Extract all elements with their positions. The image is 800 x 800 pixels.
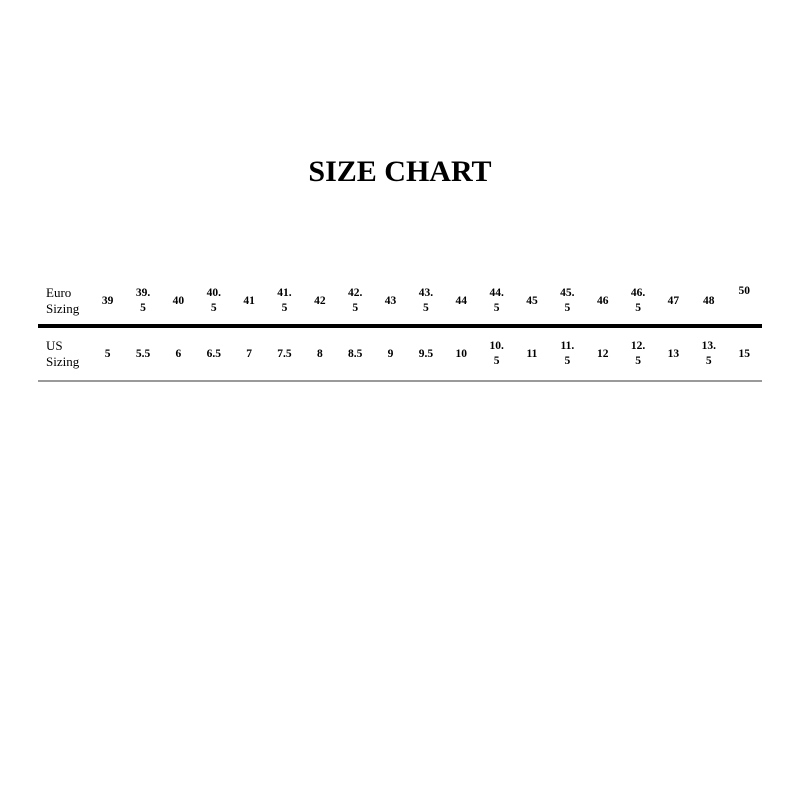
size-cell: 11	[514, 326, 550, 382]
size-value: 7	[246, 347, 252, 360]
size-cell: 44	[443, 278, 479, 328]
size-chart-table: Euro Sizing 39 39.5 40 40.5 41 41.5 42 42.5 43 43.…	[38, 278, 762, 382]
size-value: 5	[104, 347, 111, 360]
size-value: 46.5	[630, 287, 646, 314]
size-value: 44	[455, 294, 468, 307]
size-value: 5.5	[135, 347, 151, 360]
size-cell: 47	[655, 278, 692, 328]
size-cell: 40	[160, 278, 197, 328]
size-cell: 7.5	[266, 326, 303, 382]
size-cell: 12	[585, 326, 621, 382]
size-cell: 43.5	[408, 278, 444, 328]
size-cell: 45.5	[549, 278, 586, 328]
size-value: 42	[314, 294, 326, 307]
size-value: 41	[243, 294, 255, 307]
size-value: 7.5	[277, 347, 292, 360]
page-title: SIZE CHART	[308, 155, 492, 188]
size-value: 13.5	[701, 340, 716, 367]
size-cell: 39	[90, 278, 126, 328]
size-cell: 39.5	[125, 278, 161, 328]
size-value: 45.5	[560, 287, 575, 314]
size-value: 10	[455, 347, 468, 360]
row-label-cell: US Sizing	[38, 326, 90, 382]
size-cell: 46.5	[620, 278, 656, 328]
size-cell: 9.5	[408, 326, 444, 382]
size-cell: 5.5	[125, 326, 161, 382]
euro-sizing-row: Euro Sizing 39 39.5 40 40.5 41 41.5 42 42.5 43 43.…	[38, 278, 762, 328]
size-cell: 40.5	[196, 278, 232, 328]
size-value: 6.5	[206, 347, 221, 360]
size-cell: 7	[231, 326, 267, 382]
size-value: 47	[667, 294, 680, 307]
size-value: 39	[101, 294, 114, 307]
size-value: 40.5	[206, 287, 221, 314]
size-value: 42.5	[348, 287, 363, 314]
size-value: 11.5	[560, 340, 575, 367]
size-cell: 45	[514, 278, 550, 328]
size-value: 41.5	[277, 287, 292, 314]
size-value: 12	[596, 347, 609, 360]
size-cell: 13.5	[691, 326, 727, 382]
size-cell: 12.5	[620, 326, 656, 382]
size-cell: 48	[691, 278, 727, 328]
size-cell: 44.5	[478, 278, 515, 328]
size-value: 10.5	[489, 340, 504, 367]
size-value: 6	[175, 347, 182, 360]
row-label: Euro Sizing	[46, 285, 80, 316]
size-value: 48	[703, 294, 715, 307]
size-cell: 41	[231, 278, 267, 328]
size-cell: 13	[655, 326, 692, 382]
size-value: 40	[172, 294, 185, 307]
size-cell: 9	[372, 326, 409, 382]
size-cell: 41.5	[266, 278, 303, 328]
size-value: 39.5	[135, 287, 151, 314]
size-value: 11	[526, 347, 538, 360]
size-value: 46	[596, 294, 609, 307]
size-value: 8	[316, 347, 323, 360]
us-sizing-row: US Sizing 5 5.5 6 6.5 7 7.5 8 8.5 9 9.5 10 10.5 11 11.…	[38, 326, 762, 382]
size-value: 8.5	[348, 347, 363, 360]
size-cell: 6.5	[196, 326, 232, 382]
size-cell: 42.5	[337, 278, 373, 328]
size-value: 15	[738, 347, 750, 360]
size-cell: 43	[372, 278, 409, 328]
size-cell: 15	[726, 326, 762, 382]
size-cell: 10	[443, 326, 479, 382]
size-value: 43.5	[418, 287, 434, 314]
size-cell: 11.5	[549, 326, 586, 382]
size-value: 12.5	[630, 340, 646, 367]
size-cell: 8	[302, 326, 338, 382]
size-value: 13	[667, 347, 680, 360]
size-cell: 6	[160, 326, 197, 382]
size-cell: 10.5	[478, 326, 515, 382]
size-value: 44.5	[489, 287, 504, 314]
size-cell: 50	[726, 278, 762, 328]
row-label: US Sizing	[46, 338, 80, 369]
size-cell: 8.5	[337, 326, 373, 382]
size-cell: 46	[585, 278, 621, 328]
size-cell: 42	[302, 278, 338, 328]
size-value: 9.5	[418, 347, 434, 360]
size-value: 43	[384, 294, 397, 307]
size-cell: 5	[90, 326, 126, 382]
size-value: 45	[526, 294, 538, 307]
row-label-cell: Euro Sizing	[38, 278, 90, 328]
size-value: 9	[387, 347, 394, 360]
size-value: 50	[738, 285, 750, 297]
